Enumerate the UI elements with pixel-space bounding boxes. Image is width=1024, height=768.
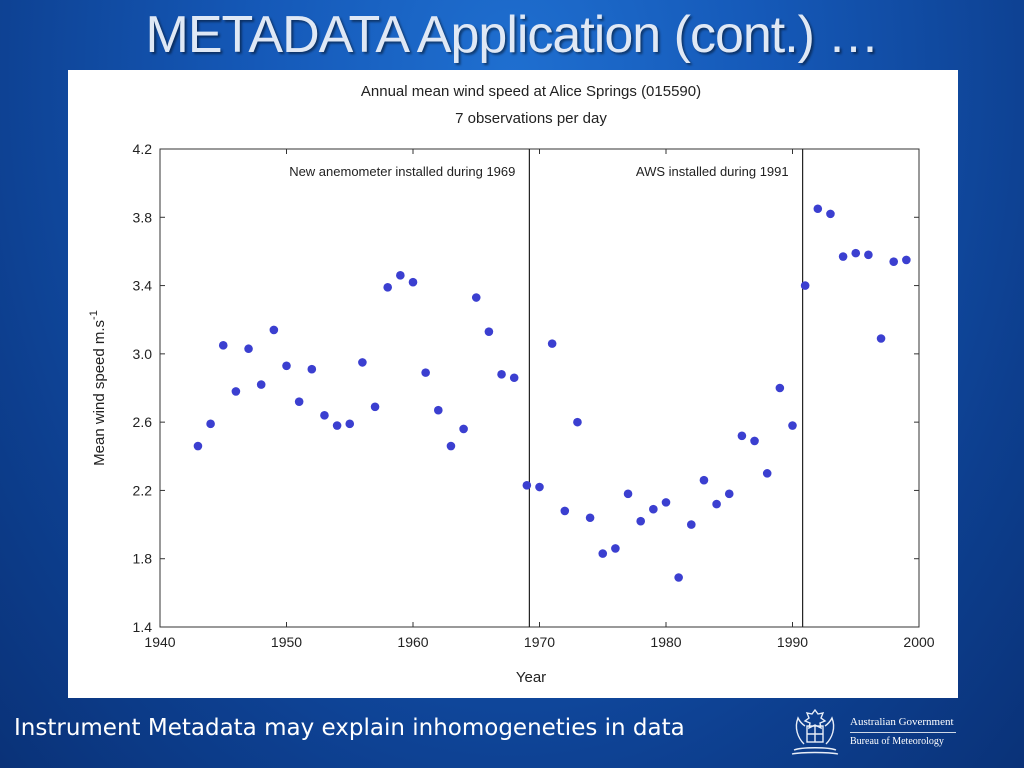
data-point — [408, 277, 418, 287]
data-point — [547, 339, 557, 348]
y-tick-label: 3.0 — [133, 346, 153, 362]
data-point — [851, 248, 861, 258]
data-point — [649, 504, 658, 514]
data-point — [889, 257, 898, 266]
data-points — [193, 204, 911, 582]
wind-speed-chart: Annual mean wind speed at Alice Springs … — [88, 83, 935, 686]
data-point — [471, 293, 481, 302]
y-axis-label: Mean wind speed m.s-1 — [88, 310, 108, 466]
data-point — [396, 271, 405, 280]
data-point — [256, 380, 266, 389]
data-point — [661, 498, 671, 507]
data-point — [193, 441, 203, 451]
data-point — [611, 544, 620, 553]
data-point — [535, 482, 544, 492]
data-point — [788, 421, 797, 430]
data-point — [332, 421, 342, 430]
data-point — [497, 370, 506, 379]
data-point — [383, 282, 393, 292]
data-point — [598, 549, 608, 558]
data-point — [484, 327, 494, 336]
data-point — [876, 334, 886, 343]
x-tick-label: 1950 — [271, 634, 302, 650]
data-point — [712, 499, 721, 509]
data-point — [522, 481, 532, 490]
data-point — [573, 417, 582, 427]
data-point — [699, 475, 709, 485]
slide-title: METADATA Application (cont.) … — [145, 6, 880, 64]
y-axis-label-text: Mean wind speed m.s — [91, 320, 108, 466]
x-tick-label: 2000 — [903, 634, 934, 650]
data-point — [674, 573, 683, 582]
data-point — [345, 419, 355, 429]
plot-frame — [159, 148, 920, 628]
data-point — [358, 358, 367, 367]
data-point — [421, 368, 430, 377]
data-point — [750, 436, 759, 446]
x-axis-label: Year — [516, 669, 546, 686]
event-line-label: AWS installed during 1991 — [636, 164, 789, 179]
data-point — [800, 281, 810, 290]
data-point — [623, 489, 633, 499]
data-point — [459, 424, 468, 434]
y-tick-label: 4.2 — [133, 141, 153, 157]
data-point — [724, 489, 734, 499]
x-tick-label: 1970 — [524, 634, 555, 650]
logo-divider — [850, 732, 956, 733]
data-point — [560, 506, 570, 516]
data-point — [320, 411, 329, 420]
data-point — [294, 397, 304, 406]
y-tick-label: 2.6 — [133, 414, 153, 430]
chart-title: Annual mean wind speed at Alice Springs … — [361, 83, 701, 100]
data-point — [231, 387, 241, 396]
data-point — [585, 513, 595, 523]
y-tick-label: 1.8 — [133, 551, 153, 567]
y-axis: 1.4 1.8 2.2 2.6 3.0 3.4 3.8 4.2 — [133, 141, 919, 635]
data-point — [687, 520, 696, 529]
data-point — [206, 419, 215, 429]
x-tick-label: 1980 — [650, 634, 681, 650]
data-point — [244, 344, 253, 354]
data-point — [838, 252, 848, 261]
y-tick-label: 1.4 — [133, 619, 153, 635]
australian-government-logo: Australian Government Bureau of Meteorol… — [786, 704, 986, 760]
data-point — [902, 255, 911, 265]
data-point — [446, 441, 456, 451]
data-point — [775, 383, 785, 393]
x-axis: 1940 1950 1960 1970 1980 1990 2000 — [144, 149, 935, 650]
data-point — [269, 325, 279, 335]
coat-of-arms-icon — [791, 708, 839, 755]
data-point — [218, 341, 228, 350]
x-tick-label: 1940 — [144, 634, 175, 650]
y-tick-label: 3.4 — [133, 278, 153, 294]
data-point — [864, 250, 873, 260]
y-tick-label: 3.8 — [133, 209, 153, 225]
x-tick-label: 1960 — [397, 634, 428, 650]
x-tick-label: 1990 — [777, 634, 808, 650]
org-name-line2: Bureau of Meteorology — [850, 736, 944, 747]
event-lines: New anemometer installed during 1969 AWS … — [289, 149, 804, 627]
org-name-line1: Australian Government — [850, 716, 954, 728]
data-point — [813, 204, 823, 214]
chart-subtitle: 7 observations per day — [455, 110, 607, 127]
data-point — [434, 405, 443, 415]
data-point — [307, 364, 317, 374]
y-tick-label: 2.2 — [133, 482, 153, 498]
chart-panel: Annual mean wind speed at Alice Springs … — [68, 70, 958, 698]
slide-caption: Instrument Metadata may explain inhomoge… — [14, 715, 685, 741]
data-point — [636, 516, 645, 526]
data-point — [762, 469, 772, 478]
data-point — [509, 373, 519, 383]
data-point — [826, 209, 835, 219]
y-axis-label-superscript: -1 — [88, 310, 100, 320]
data-point — [370, 402, 380, 412]
data-point — [737, 431, 747, 441]
event-line-label: New anemometer installed during 1969 — [289, 164, 515, 179]
data-point — [282, 361, 291, 371]
